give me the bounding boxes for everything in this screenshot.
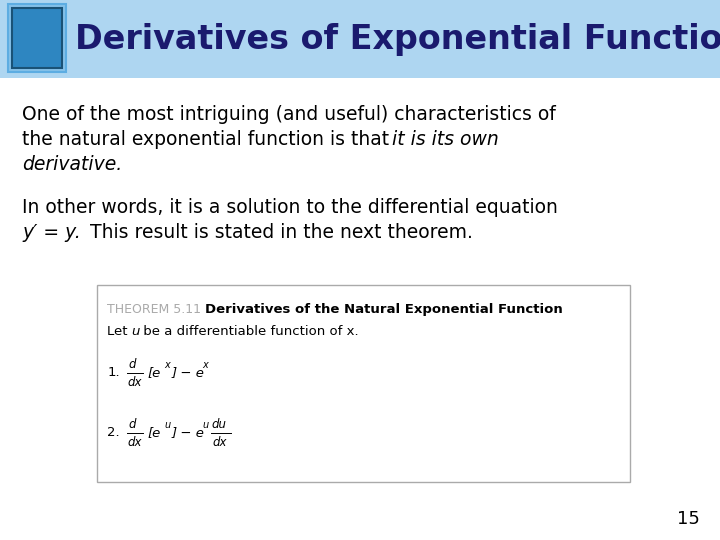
Text: 15: 15 bbox=[677, 510, 700, 528]
Text: u: u bbox=[131, 325, 140, 338]
Text: THEOREM 5.11: THEOREM 5.11 bbox=[107, 303, 201, 316]
Text: Let: Let bbox=[107, 325, 132, 338]
Text: d: d bbox=[128, 357, 135, 370]
Text: u: u bbox=[164, 420, 171, 430]
Text: One of the most intriguing (and useful) characteristics of: One of the most intriguing (and useful) … bbox=[22, 105, 556, 124]
Text: it is its own: it is its own bbox=[392, 130, 499, 149]
Text: Derivatives of Exponential Functions: Derivatives of Exponential Functions bbox=[75, 23, 720, 56]
Text: derivative.: derivative. bbox=[22, 155, 122, 174]
Text: dx: dx bbox=[127, 435, 142, 449]
Text: [e: [e bbox=[147, 427, 161, 440]
Text: be a differentiable function of x.: be a differentiable function of x. bbox=[139, 325, 359, 338]
Text: the natural exponential function is that: the natural exponential function is that bbox=[22, 130, 395, 149]
Text: u: u bbox=[202, 420, 208, 430]
Text: This result is stated in the next theorem.: This result is stated in the next theore… bbox=[84, 223, 473, 242]
Bar bbox=[97, 285, 630, 482]
Text: Derivatives of the Natural Exponential Function: Derivatives of the Natural Exponential F… bbox=[205, 303, 563, 316]
Text: In other words, it is a solution to the differential equation: In other words, it is a solution to the … bbox=[22, 198, 558, 217]
Text: x: x bbox=[202, 360, 208, 370]
Text: y′ = y.: y′ = y. bbox=[22, 223, 81, 242]
Text: x: x bbox=[164, 360, 170, 370]
Text: 1.: 1. bbox=[107, 367, 120, 380]
Text: d: d bbox=[128, 417, 135, 430]
Text: dx: dx bbox=[212, 435, 227, 449]
Bar bbox=[12, 8, 62, 68]
Bar bbox=[0, 0, 720, 78]
Text: 2.: 2. bbox=[107, 427, 120, 440]
Text: [e: [e bbox=[147, 367, 161, 380]
Text: du: du bbox=[211, 417, 226, 430]
Bar bbox=[8, 4, 66, 72]
Text: ] − e: ] − e bbox=[171, 367, 204, 380]
Text: dx: dx bbox=[127, 375, 142, 388]
Text: ] − e: ] − e bbox=[171, 427, 204, 440]
